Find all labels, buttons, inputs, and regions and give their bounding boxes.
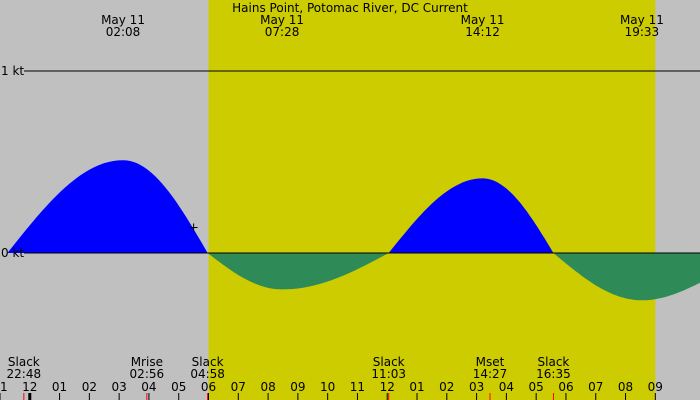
- hour-label: 09: [648, 380, 663, 394]
- ebb-area-3: [553, 253, 700, 301]
- header-time: 07:28: [265, 25, 300, 39]
- hour-label: 05: [171, 380, 186, 394]
- event-time: 16:35: [536, 367, 571, 381]
- hour-label: 03: [112, 380, 127, 394]
- hour-label: 05: [529, 380, 544, 394]
- flood-area-0: [7, 160, 208, 253]
- hour-label: 06: [558, 380, 573, 394]
- hour-label: 12: [380, 380, 395, 394]
- event-label: Slack: [192, 355, 224, 369]
- crosshair-marker: [189, 223, 198, 232]
- header-time: 02:08: [106, 25, 141, 39]
- event-label: Slack: [8, 355, 40, 369]
- event-label: Slack: [538, 355, 570, 369]
- event-time: 14:27: [473, 367, 508, 381]
- header-time: 19:33: [625, 25, 660, 39]
- hour-label: 09: [290, 380, 305, 394]
- chart-title: Hains Point, Potomac River, DC Current: [232, 1, 468, 15]
- hour-label: 08: [260, 380, 275, 394]
- hour-label: 10: [320, 380, 335, 394]
- hour-axis: 11 12 01 02 03 04 05 06 07 08 09 10 11 12 01 02 03 04 05 06…: [0, 380, 663, 400]
- y-tick-label: 0 kt: [1, 246, 24, 260]
- hour-label: 01: [52, 380, 67, 394]
- header-date: May 11: [101, 13, 145, 27]
- hour-label: 03: [469, 380, 484, 394]
- daylight-bands: [208, 0, 656, 400]
- event-labels: Slack22:48Mrise02:56Slack04:58Slack11:03…: [7, 355, 571, 381]
- header-date: May 11: [620, 13, 664, 27]
- event-time: 11:03: [371, 367, 406, 381]
- hour-label: 02: [82, 380, 97, 394]
- y-tick-label: 1 kt: [1, 64, 24, 78]
- current-areas: [7, 160, 700, 301]
- hour-label: 08: [618, 380, 633, 394]
- hour-label: 01: [409, 380, 424, 394]
- header-date: May 11: [461, 13, 505, 27]
- hour-label: 11: [0, 380, 8, 394]
- header-time: 14:12: [465, 25, 500, 39]
- hour-label: 11: [350, 380, 365, 394]
- hour-label: 04: [499, 380, 514, 394]
- header-date: May 11: [260, 13, 304, 27]
- reference-lines: 0 kt 1 kt: [1, 64, 700, 260]
- hour-label: 12: [22, 380, 37, 394]
- hour-label: 06: [201, 380, 216, 394]
- event-label: Mrise: [131, 355, 163, 369]
- hour-label: 02: [439, 380, 454, 394]
- daylight-band: [208, 0, 656, 400]
- event-time: 02:56: [130, 367, 165, 381]
- event-time: 22:48: [7, 367, 42, 381]
- hour-label: 04: [141, 380, 156, 394]
- flood-area-2: [388, 178, 554, 253]
- hour-label: 07: [231, 380, 246, 394]
- hour-label: 07: [588, 380, 603, 394]
- event-time: 04:58: [190, 367, 225, 381]
- ebb-area-1: [207, 253, 389, 290]
- event-label: Slack: [373, 355, 405, 369]
- event-label: Mset: [476, 355, 505, 369]
